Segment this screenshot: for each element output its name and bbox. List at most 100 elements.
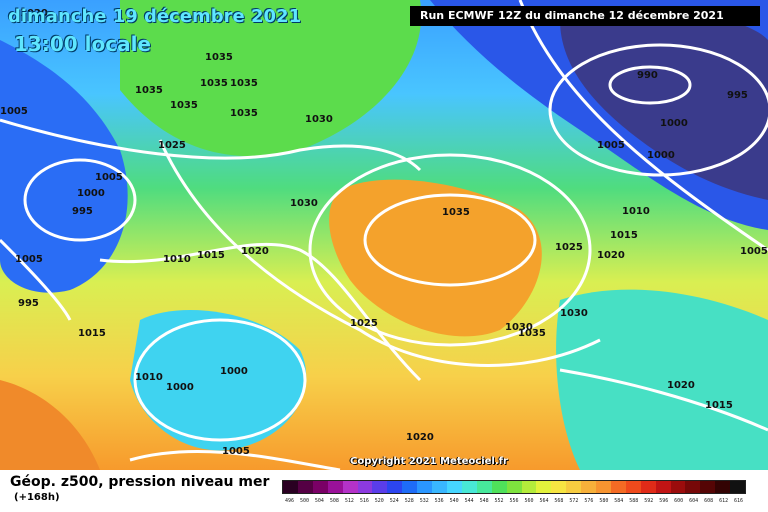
scale-label: 604: [689, 498, 699, 504]
scale-label: 572: [569, 498, 579, 504]
isobar-label: 1025: [555, 242, 583, 253]
scale-label: 528: [404, 498, 414, 504]
isobar-low-sw: [133, 318, 307, 442]
scale-label: 600: [674, 498, 684, 504]
isobar-label: 1035: [205, 52, 233, 63]
isobar-label: 1015: [197, 250, 225, 261]
green-field-north-atlantic: [120, 0, 422, 157]
scale-swatch: [357, 481, 373, 493]
isobar-1020-east: [559, 368, 768, 432]
scale-swatch: [625, 481, 641, 493]
isobar-label: 1035: [135, 85, 163, 96]
scale-swatch: [610, 481, 626, 493]
isobar-label: 1035: [200, 78, 228, 89]
color-scale-bar: [282, 480, 746, 494]
scale-label: 536: [434, 498, 444, 504]
scale-swatch: [670, 481, 686, 493]
isobar-label: 1015: [78, 328, 106, 339]
scale-label: 512: [344, 498, 354, 504]
isobar-label: 1000: [647, 150, 675, 161]
isobar-high-center: [363, 193, 537, 287]
isobar-label: 1005: [597, 140, 625, 151]
scale-swatch: [446, 481, 462, 493]
isobar-label: 1005: [740, 246, 768, 257]
weather-map: 1020 1035 1030 1035 1035 1035 1035 1035 …: [0, 0, 768, 470]
scale-label: 540: [449, 498, 459, 504]
isobar-label: 1035: [518, 328, 546, 339]
isobar-label: 1030: [505, 322, 533, 333]
scale-label: 592: [644, 498, 654, 504]
scale-label: 576: [584, 498, 594, 504]
scale-swatch: [417, 481, 433, 493]
scale-label: 596: [659, 498, 669, 504]
scale-swatch: [387, 481, 403, 493]
dark-blue-low-field-nw: [0, 40, 128, 293]
scale-label: 608: [704, 498, 714, 504]
isobar-label: 1035: [230, 78, 258, 89]
scale-swatch: [327, 481, 343, 493]
orange-field-south-west: [0, 380, 100, 470]
isobar-1010-south: [129, 449, 341, 470]
isobar-label: 1020: [20, 8, 48, 19]
isobar-label: 1010: [163, 254, 191, 265]
isobar-label-group: 1020 1035 1030 1035 1035 1035 1035 1035 …: [0, 8, 768, 457]
isobar-label: 1005: [222, 446, 250, 457]
scale-swatch: [581, 481, 597, 493]
scale-swatch: [596, 481, 611, 493]
isobar-label: 1025: [158, 140, 186, 151]
isobar-label: 1020: [406, 432, 434, 443]
scale-swatch: [551, 481, 567, 493]
scale-label: 616: [734, 498, 744, 504]
map-svg: 1020 1035 1030 1035 1035 1035 1035 1035 …: [0, 0, 768, 470]
scale-swatch: [297, 481, 313, 493]
isobar-label: 1015: [705, 400, 733, 411]
scale-label: 568: [554, 498, 564, 504]
isobar-low-nw: [23, 158, 137, 242]
scale-swatch: [372, 481, 388, 493]
copyright-notice: Copyright 2021 Meteociel.fr: [350, 456, 508, 467]
isobar-label: 1025: [350, 318, 378, 329]
isobar-label: 1020: [597, 250, 625, 261]
scale-label: 548: [479, 498, 489, 504]
isobar-label: 1005: [15, 254, 43, 265]
scale-swatch: [566, 481, 582, 493]
scale-swatch: [730, 481, 746, 493]
isobar-label: 1010: [135, 372, 163, 383]
scale-label: 508: [329, 498, 339, 504]
scale-label: 504: [314, 498, 324, 504]
scale-label: 556: [509, 498, 519, 504]
deep-low-ne: [560, 9, 768, 200]
scale-swatch: [715, 481, 731, 493]
legend-title: Géop. z500, pression niveau mer: [10, 474, 270, 490]
isobar-label: 1000: [166, 382, 194, 393]
isobar-label: 1005: [95, 172, 123, 183]
isobar-1005-north: [518, 0, 768, 252]
scale-swatch: [506, 481, 522, 493]
isobar-1025-band: [158, 139, 601, 367]
isobar-label: 1035: [230, 108, 258, 119]
scale-label: 524: [389, 498, 399, 504]
scale-swatch: [461, 481, 477, 493]
scale-swatch: [342, 481, 358, 493]
scale-swatch: [312, 481, 328, 493]
scale-swatch: [432, 481, 447, 493]
isobar-high-center-outer: [308, 153, 592, 347]
scale-label: 496: [284, 498, 294, 504]
orange-high-center: [329, 179, 542, 337]
model-run-label: Run ECMWF 12Z du dimanche 12 décembre 20…: [410, 6, 760, 26]
isobar-label: 1030: [560, 308, 588, 319]
scale-label: 552: [494, 498, 504, 504]
scale-label: 544: [464, 498, 474, 504]
isobars: [0, 0, 768, 470]
scale-swatch: [283, 481, 298, 493]
scale-label: 520: [374, 498, 384, 504]
forecast-time-title: 13:00 locale: [14, 32, 151, 56]
scale-label: 580: [599, 498, 609, 504]
isobar-label: 995: [727, 90, 748, 101]
isobar-1030-west: [0, 118, 422, 172]
isobar-label: 1000: [220, 366, 248, 377]
forecast-lead-time: (+168h): [14, 492, 60, 503]
isobar-label: 1000: [660, 118, 688, 129]
isobar-label: 1020: [667, 380, 695, 391]
scale-label: 588: [629, 498, 639, 504]
